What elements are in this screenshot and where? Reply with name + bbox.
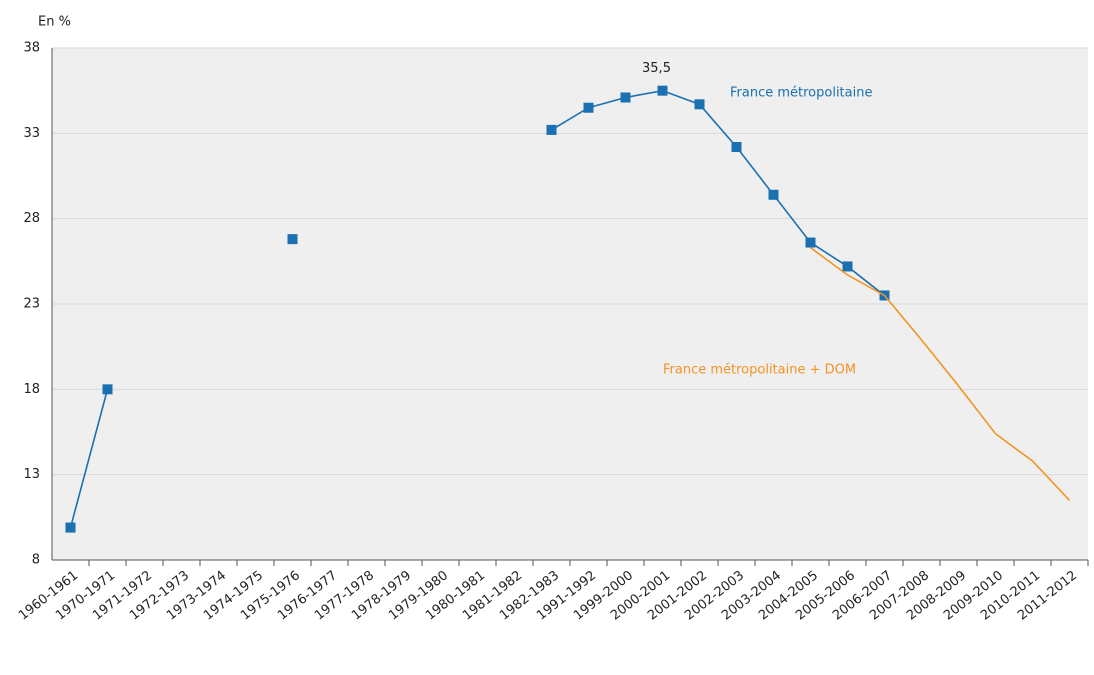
series-line <box>810 247 1071 501</box>
series-line <box>69 389 109 528</box>
marker <box>694 99 705 110</box>
y-tick-label: 18 <box>23 382 40 397</box>
marker <box>65 522 76 533</box>
marker <box>657 85 668 96</box>
series-line <box>551 89 885 297</box>
marker <box>842 261 853 272</box>
marker <box>583 102 594 113</box>
marker <box>768 189 779 200</box>
y-tick-label: 13 <box>23 467 40 482</box>
marker <box>546 124 557 135</box>
marker <box>731 141 742 152</box>
marker <box>620 92 631 103</box>
y-axis-label: En % <box>38 15 71 30</box>
marker <box>102 384 113 395</box>
y-tick-label: 8 <box>32 553 40 568</box>
y-tick-label: 33 <box>23 126 40 141</box>
y-tick-label: 23 <box>23 297 40 312</box>
y-tick-label: 38 <box>23 41 40 56</box>
marker <box>805 237 816 248</box>
series-label: France métropolitaine + DOM <box>663 363 856 378</box>
series-label: France métropolitaine <box>730 86 872 101</box>
marker <box>287 234 298 245</box>
y-tick-label: 28 <box>23 211 40 226</box>
data-label: 35,5 <box>642 61 671 76</box>
